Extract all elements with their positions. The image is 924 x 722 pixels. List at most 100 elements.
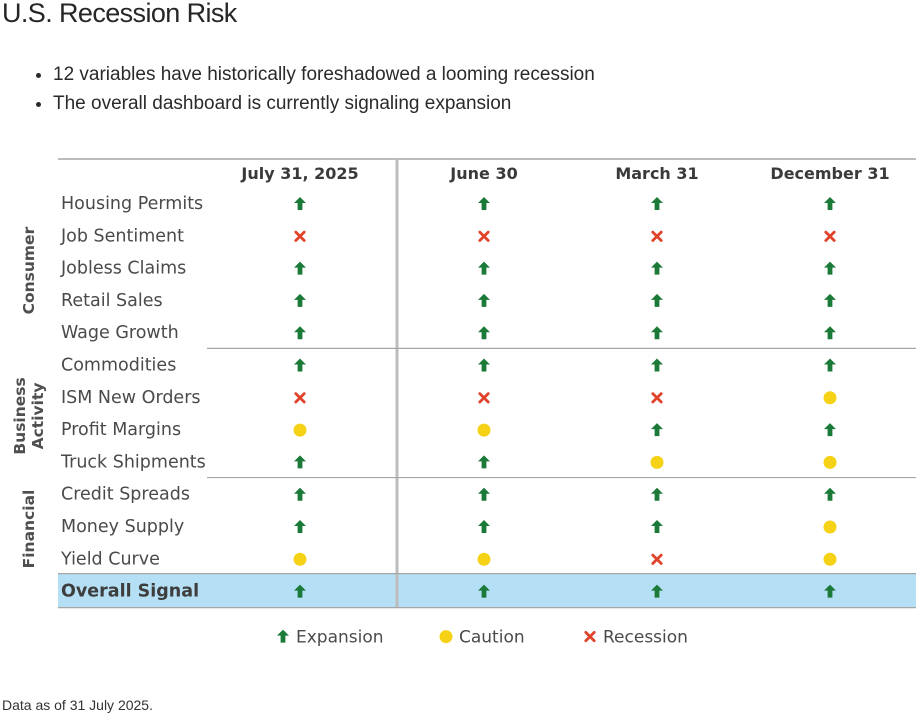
circle-shape (439, 630, 453, 644)
up-arrow-icon (824, 358, 836, 372)
arrow-shape (651, 584, 663, 598)
up-arrow-icon (294, 584, 306, 598)
up-arrow-icon (478, 455, 490, 469)
circle-shape (823, 455, 837, 469)
up-arrow-icon (478, 358, 490, 372)
arrow-shape (478, 326, 490, 340)
row-label: Profit Margins (61, 420, 181, 440)
summary-bullets: 12 variables have historically foreshado… (30, 60, 595, 118)
up-arrow-icon (478, 293, 490, 307)
up-arrow-icon (651, 326, 663, 340)
up-arrow-icon (294, 358, 306, 372)
column-header: July 31, 2025 (240, 164, 358, 183)
circle-shape (477, 552, 491, 566)
up-arrow-icon (824, 584, 836, 598)
arrow-shape (824, 261, 836, 275)
row-label: Housing Permits (61, 194, 203, 214)
up-arrow-icon (651, 197, 663, 210)
x-shape (584, 631, 596, 643)
row-label: Commodities (61, 356, 176, 376)
row-label: Truck Shipments (60, 452, 206, 472)
x-shape (651, 553, 663, 565)
legend-label: Caution (459, 628, 525, 648)
overall-signal-label: Overall Signal (61, 582, 199, 602)
row-label: Retail Sales (61, 291, 163, 311)
legend-label: Expansion (296, 628, 384, 648)
arrow-shape (651, 293, 663, 307)
row-label: Job Sentiment (60, 226, 184, 246)
circle-shape (293, 423, 307, 437)
up-arrow-icon (294, 293, 306, 307)
column-header: December 31 (770, 164, 889, 183)
footnote: Data as of 31 July 2025. (2, 697, 153, 713)
up-arrow-icon (478, 326, 490, 340)
column-header: June 30 (449, 164, 517, 183)
yellow-circle-icon (823, 391, 837, 405)
row-label: ISM New Orders (61, 388, 201, 408)
arrow-shape (478, 487, 490, 501)
arrow-shape (294, 261, 306, 275)
row-label: Money Supply (61, 517, 184, 537)
arrow-shape (478, 197, 490, 210)
up-arrow-icon (824, 293, 836, 307)
circle-shape (823, 520, 837, 534)
circle-shape (477, 423, 491, 437)
row-label: Yield Curve (60, 549, 160, 569)
yellow-circle-icon (293, 423, 307, 437)
red-x-icon (651, 392, 663, 404)
row-label: Credit Spreads (61, 485, 190, 505)
arrow-shape (651, 358, 663, 372)
up-arrow-icon (294, 197, 306, 210)
arrow-shape (824, 358, 836, 372)
column-header: March 31 (615, 164, 698, 183)
up-arrow-icon (651, 584, 663, 598)
up-arrow-icon (478, 520, 490, 533)
recession-dashboard-table: July 31, 2025 June 30 March 31 December 31 H… (11, 158, 916, 648)
red-x-icon (651, 553, 663, 565)
up-arrow-icon (824, 326, 836, 340)
up-arrow-icon (651, 261, 663, 275)
arrow-shape (294, 520, 306, 533)
red-x-icon (294, 392, 306, 404)
arrow-shape (651, 197, 663, 210)
up-arrow-icon (294, 326, 306, 340)
arrow-shape (478, 584, 490, 598)
arrow-shape (651, 423, 663, 437)
up-arrow-icon (824, 197, 836, 210)
x-shape (651, 230, 663, 242)
x-shape (478, 230, 490, 242)
x-shape (824, 230, 836, 242)
page-title: U.S. Recession Risk (2, 0, 237, 28)
arrow-shape (478, 358, 490, 372)
summary-bullet: The overall dashboard is currently signa… (53, 89, 595, 118)
x-shape (478, 392, 490, 404)
arrow-shape (651, 261, 663, 275)
up-arrow-icon (277, 629, 289, 643)
arrow-shape (478, 293, 490, 307)
up-arrow-icon (651, 487, 663, 501)
up-arrow-icon (294, 487, 306, 501)
yellow-circle-icon (823, 455, 837, 469)
up-arrow-icon (478, 197, 490, 210)
x-shape (651, 392, 663, 404)
up-arrow-icon (294, 455, 306, 469)
arrow-shape (824, 584, 836, 598)
arrow-shape (824, 197, 836, 210)
up-arrow-icon (651, 293, 663, 307)
x-shape (294, 392, 306, 404)
arrow-shape (294, 358, 306, 372)
up-arrow-icon (824, 487, 836, 501)
circle-shape (650, 455, 664, 469)
yellow-circle-icon (823, 552, 837, 566)
red-x-icon (478, 230, 490, 242)
arrow-shape (824, 293, 836, 307)
circle-shape (293, 552, 307, 566)
x-shape (294, 230, 306, 242)
up-arrow-icon (651, 423, 663, 437)
up-arrow-icon (294, 261, 306, 275)
up-arrow-icon (651, 358, 663, 372)
up-arrow-icon (824, 261, 836, 275)
yellow-circle-icon (477, 423, 491, 437)
up-arrow-icon (478, 584, 490, 598)
red-x-icon (294, 230, 306, 242)
